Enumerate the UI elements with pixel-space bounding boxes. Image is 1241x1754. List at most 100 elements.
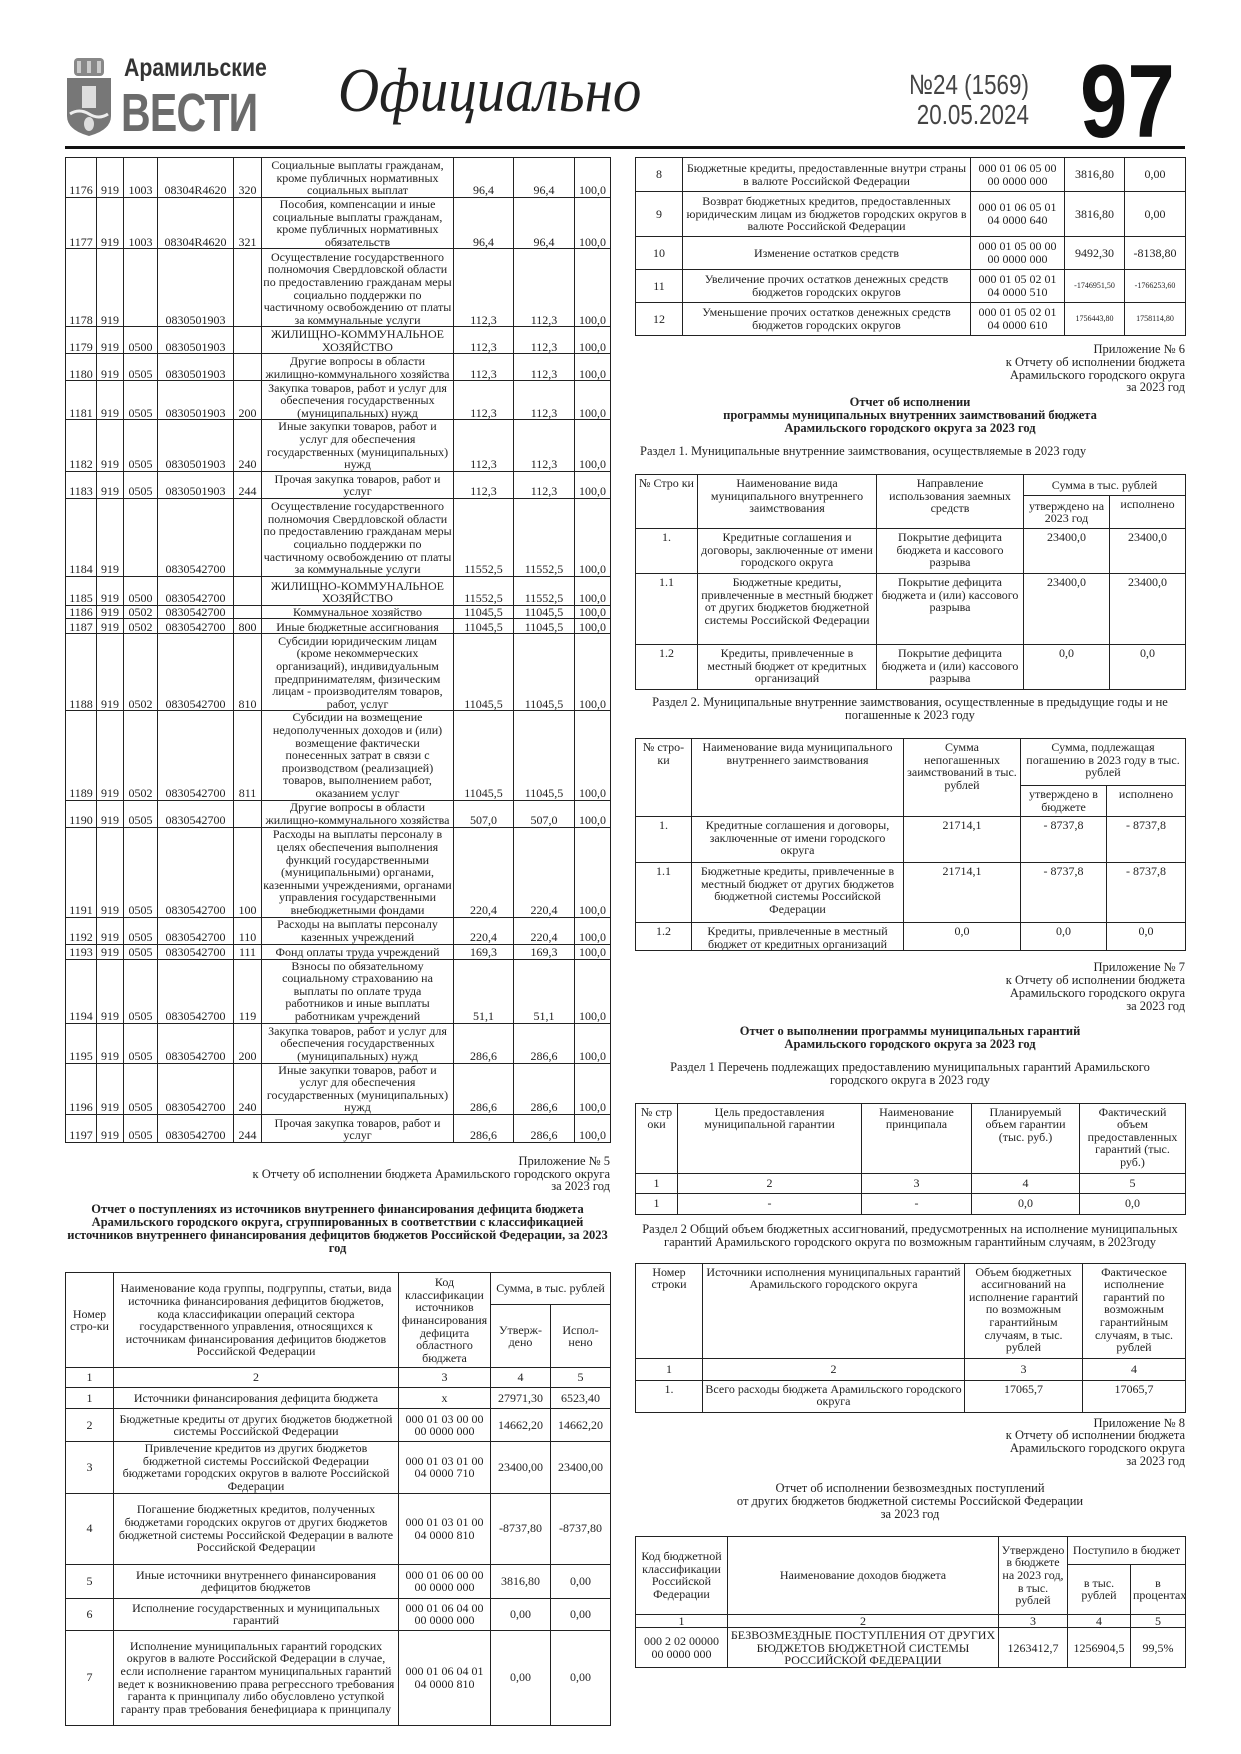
percent: 100,0 bbox=[574, 326, 611, 355]
table-row: 1- -0,0 0,0 bbox=[635, 1192, 1186, 1215]
classification-code: 000 01 05 00 00 00 0000 000 bbox=[970, 236, 1065, 270]
item-name: Исполнение муниципальных гарантий городс… bbox=[113, 1629, 399, 1726]
item-name: ЖИЛИЩНО-КОММУНАЛЬНОЕ ХОЗЯЙСТВО bbox=[261, 575, 454, 606]
approved-value: 23400,00 bbox=[490, 1441, 551, 1494]
appendix5-title: Отчет о поступлениях из источников внутр… bbox=[67, 1202, 608, 1256]
borrowing-type: Кредитные соглашения и договоры, заключе… bbox=[697, 528, 877, 575]
ministry-code: 919 bbox=[96, 618, 124, 635]
revenue-name: БЕЗВОЗМЕЗДНЫЕ ПОСТУПЛЕНИЯ ОТ ДРУГИХ БЮДЖ… bbox=[727, 1627, 999, 1669]
item-name: Социальные выплаты гражданам, кроме публ… bbox=[261, 157, 454, 198]
table-row: 1197 919 0505 0830542700 244 Прочая закупка т… bbox=[65, 1113, 611, 1143]
planned-value: 286,6 bbox=[453, 1113, 514, 1143]
table-row: 1179 919 0500 0830501903 ЖИЛИЩНО-КОММУНАЛЬНО… bbox=[65, 326, 611, 355]
row-number: 1194 bbox=[65, 958, 97, 1024]
section-code: 0505 bbox=[123, 1062, 158, 1115]
expense-type: 810 bbox=[233, 633, 262, 712]
table-row: 7 Исполнение муниципальных гарантий город… bbox=[65, 1629, 612, 1726]
table-row: 1192 919 0505 0830542700 110 Расходы на выпла… bbox=[65, 916, 611, 945]
ministry-code: 919 bbox=[96, 943, 124, 960]
executed-value: 112,3 bbox=[513, 470, 575, 499]
row-number: 1. bbox=[635, 1379, 703, 1413]
executed-value: 0,00 bbox=[1124, 157, 1186, 192]
item-name: Расходы на выплаты персоналу в целях обе… bbox=[261, 826, 454, 918]
header-name: Наименование доходов бюджета bbox=[727, 1535, 999, 1615]
planned-value: 112,3 bbox=[453, 470, 514, 499]
approved-value: - 8737,8 bbox=[1020, 816, 1107, 864]
row-number: 9 bbox=[635, 191, 683, 237]
expense-type: 100 bbox=[233, 826, 262, 918]
borrowings-previous-table: № стро-ки Наименование вида муниципально… bbox=[635, 738, 1187, 952]
source: Всего расходы бюджета Арамильского город… bbox=[702, 1379, 965, 1413]
item-name: Закупка товаров, работ и услуг для обесп… bbox=[261, 1022, 454, 1064]
percent: 100,0 bbox=[574, 1062, 611, 1115]
approved-value: 0,00 bbox=[490, 1597, 551, 1631]
row-number: 1181 bbox=[65, 380, 97, 421]
percent: 100,0 bbox=[574, 618, 611, 635]
target-code: 0830501903 bbox=[157, 419, 234, 472]
title-line: Отчет об исполнении bbox=[849, 395, 971, 410]
planned-value: 11552,5 bbox=[453, 497, 514, 577]
caption-line: за 2023 год bbox=[1126, 380, 1185, 395]
section-code: 0505 bbox=[123, 353, 158, 382]
borrowing-type: Кредиты, привлеченные в местный бюджет о… bbox=[697, 644, 877, 691]
table-row: 1195 919 0505 0830542700 200 Закупка товаров,… bbox=[65, 1022, 611, 1064]
percent: 100,0 bbox=[574, 575, 611, 606]
item-name: Возврат бюджетных кредитов, предоставлен… bbox=[682, 191, 971, 237]
title-line: Арамильского городского округа за 2023 г… bbox=[784, 1036, 1036, 1051]
table-row: 1188 919 0502 0830542700 810 Субсидии юридиче… bbox=[65, 633, 611, 712]
ministry-code: 919 bbox=[96, 470, 124, 499]
table-row: 8 Бюджетные кредиты, предоставленные внут… bbox=[635, 157, 1186, 192]
section-code: 1003 bbox=[123, 196, 158, 250]
approved-value: -1746951,50 bbox=[1064, 269, 1125, 303]
caption-line: к Отчету об исполнении бюджета bbox=[1005, 973, 1185, 988]
column-header: № стр оки bbox=[635, 1102, 678, 1174]
title-line: от других бюджетов бюджетной системы Рос… bbox=[736, 1493, 1084, 1508]
column-number: 2 bbox=[677, 1172, 862, 1194]
row-number: 4 bbox=[65, 1492, 114, 1565]
appendix6-section1-heading: Раздел 1. Муниципальные внутренние заимс… bbox=[640, 444, 1087, 459]
row-number: 1.2 bbox=[635, 922, 692, 952]
expense-type: 240 bbox=[233, 419, 262, 472]
row-number: 1.1 bbox=[635, 573, 698, 646]
ministry-code: 919 bbox=[96, 826, 124, 918]
planned-value: 220,4 bbox=[453, 916, 514, 945]
item-name: Другие вопросы в области жилищно-коммуна… bbox=[261, 353, 454, 382]
expense-type: 811 bbox=[233, 710, 262, 801]
percent: 100,0 bbox=[574, 248, 611, 328]
ministry-code: 919 bbox=[96, 799, 124, 828]
borrowing-type: Кредиты, привлеченные в местный бюджет о… bbox=[691, 922, 904, 952]
ministry-code: 919 bbox=[96, 419, 124, 472]
percent: 100,0 bbox=[574, 1022, 611, 1064]
received-percent: 99,5% bbox=[1130, 1627, 1186, 1669]
header-sum: Сумма, в тыс. рублей bbox=[489, 1272, 612, 1306]
planned-value: 112,3 bbox=[453, 353, 514, 382]
row-number: 12 bbox=[635, 302, 683, 336]
header-rule bbox=[65, 146, 1185, 149]
section-code: 0502 bbox=[123, 633, 158, 712]
target-code: 0830542700 bbox=[157, 916, 234, 945]
executed-value: 11045,5 bbox=[513, 618, 575, 635]
section-code: 0505 bbox=[123, 419, 158, 472]
percent: 100,0 bbox=[574, 604, 611, 620]
classification-code: 000 01 06 04 01 04 0000 810 bbox=[398, 1629, 491, 1726]
item-name: Бюджетные кредиты от других бюджетов бюд… bbox=[113, 1408, 399, 1443]
approved-value: 0,0 bbox=[1023, 644, 1110, 691]
logo-text-vesti: ВЕСТИ bbox=[121, 83, 258, 143]
column-header: Фактическое исполнение гарантий по возмо… bbox=[1082, 1262, 1186, 1359]
percent: 100,0 bbox=[574, 353, 611, 382]
item-name: Иные бюджетные ассигнования bbox=[261, 618, 454, 635]
header-num: № Стро ки bbox=[635, 474, 698, 530]
table-row: 1186 919 0502 0830542700 Коммунальное хозяйс… bbox=[65, 604, 611, 620]
column-header: Планируемый объем гарантии (тыс. руб.) bbox=[971, 1102, 1080, 1174]
executed-value: 0,00 bbox=[549, 1629, 612, 1726]
header-approved: утверждено в бюджете bbox=[1020, 785, 1107, 818]
outstanding-value: 21714,1 bbox=[903, 862, 1021, 924]
borrowing-type: Кредитные соглашения и договоры, заключе… bbox=[691, 816, 904, 864]
item-name: Расходы на выплаты персоналу казенных уч… bbox=[261, 916, 454, 945]
appendix7-title: Отчет о выполнении программы муниципальн… bbox=[635, 1024, 1185, 1051]
header-approved: утверждено на 2023 год bbox=[1023, 495, 1110, 530]
row-number: 1190 bbox=[65, 799, 97, 828]
borrowings-current-table: № Стро ки Наименование вида муниципально… bbox=[635, 474, 1187, 691]
percent: 100,0 bbox=[574, 157, 611, 198]
